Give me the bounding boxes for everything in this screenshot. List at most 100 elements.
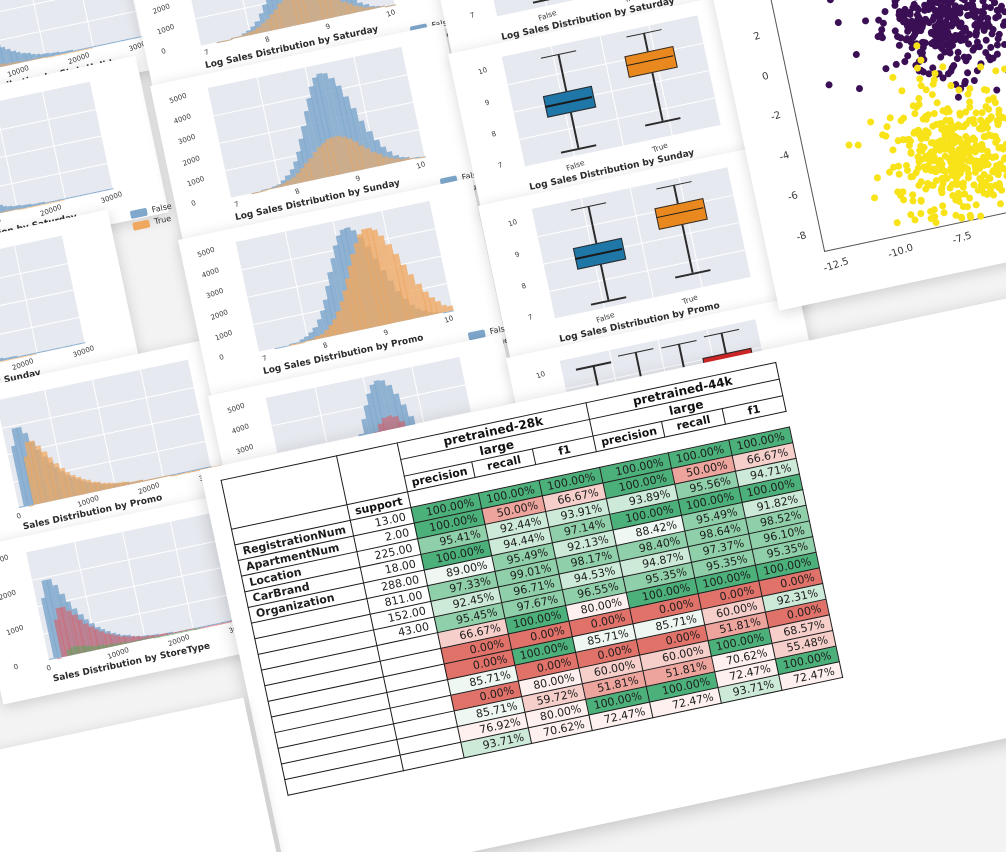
scatter-point (991, 98, 999, 106)
y-tick-label: 4000 (231, 422, 250, 436)
x-tick-label: 10 (443, 314, 454, 325)
hist-bar (86, 342, 91, 343)
y-tick-label: 10 (535, 370, 546, 381)
scatter-point (989, 191, 997, 199)
y-tick-label: -6 (787, 190, 800, 204)
scatter-point (938, 189, 946, 197)
scatter-point-outlier (929, 80, 937, 88)
x-tick-label: 30000 (100, 190, 124, 205)
hist-bar (231, 196, 237, 197)
scatter-point (873, 173, 881, 181)
scatter-point (880, 19, 888, 27)
scatter-point-outlier (898, 87, 906, 95)
gridline-v (22, 0, 46, 58)
scatter-point (899, 135, 907, 143)
scatter-point (955, 86, 963, 94)
x-tick-label: 10 (385, 8, 396, 19)
scatter-point (904, 52, 912, 60)
scatter-point (845, 141, 853, 149)
scatter-point (980, 27, 988, 35)
scatter-axes (768, 0, 1006, 252)
scatter-point (963, 203, 971, 211)
plot-legend: FalseTrue (129, 201, 175, 230)
scatter-point (889, 163, 897, 171)
y-tick-label: 8 (490, 130, 497, 139)
y-tick-label: 0 (160, 47, 167, 56)
collage-canvas: 0200040000100002000030000Sales Distribut… (0, 0, 1006, 852)
scatter-point (964, 90, 972, 98)
scatter-point (1002, 172, 1006, 180)
scatter-point (929, 90, 937, 98)
gridline-h (0, 162, 107, 204)
y-tick-label: 0 (13, 663, 20, 672)
scatter-point (921, 38, 929, 46)
gridline-h (0, 10, 135, 52)
scatter-point (976, 212, 984, 220)
scatter-point (917, 210, 925, 218)
x-tick-label: -10.0 (887, 242, 915, 260)
x-tick-label: 0 (15, 512, 22, 521)
plot-axes (502, 15, 721, 166)
x-tick-label: 9 (355, 174, 362, 183)
scatter-point (855, 84, 863, 92)
scatter-point (940, 208, 948, 216)
hist-bar (390, 4, 396, 5)
scatter-point (909, 191, 917, 199)
hist-bar (114, 188, 119, 189)
x-tick-label: 7 (233, 200, 240, 209)
x-tick-label: 10 (415, 160, 426, 171)
y-tick-label: 3000 (205, 287, 224, 301)
x-tick-label: 0 (45, 664, 52, 673)
y-tick-label: 1000 (5, 624, 24, 638)
scatter-point (955, 93, 963, 101)
x-tick-label: 9 (325, 22, 332, 31)
x-tick-label: -12.5 (822, 256, 850, 274)
scatter-point (949, 61, 957, 69)
y-tick-label: 7 (497, 161, 504, 170)
scatter-point (883, 122, 891, 130)
scatter-point (862, 17, 870, 25)
y-tick-label: 3000 (0, 553, 10, 567)
plot-axes (178, 0, 395, 46)
x-tick-label: 7 (261, 354, 268, 363)
boxplot-box (624, 46, 678, 78)
scatter-point (825, 81, 833, 89)
y-tick-label: -4 (778, 150, 791, 164)
scatter-point (970, 77, 978, 85)
x-tick-label: 8 (322, 341, 329, 350)
y-tick-label: 3000 (235, 443, 254, 457)
scatter-point (1000, 40, 1006, 48)
y-tick-label: 7 (469, 11, 476, 20)
y-tick-label: 0 (218, 353, 225, 362)
boxplot-box (654, 198, 708, 230)
y-tick-label: 9 (514, 250, 521, 259)
y-tick-label: 1000 (214, 329, 233, 343)
y-tick-label: 0 (761, 71, 770, 83)
legend-swatch (130, 207, 148, 218)
scatter-point (852, 51, 860, 59)
plot-axes (26, 512, 241, 660)
scatter-point (915, 181, 923, 189)
scatter-point (983, 86, 991, 94)
scatter-point (826, 0, 834, 4)
y-tick-label: 1000 (156, 23, 175, 37)
plot-axes (532, 167, 751, 318)
scatter-point (1002, 115, 1006, 123)
scatter-point (900, 196, 908, 204)
scatter-point (909, 197, 917, 205)
y-tick-label: 2000 (182, 154, 201, 168)
plot-axes (0, 236, 85, 384)
plot-axes (236, 201, 453, 352)
plot-axes (208, 47, 425, 198)
x-tick-label: True (681, 293, 699, 307)
boxplot-cap (533, 0, 569, 3)
y-tick-label: 1000 (186, 175, 205, 189)
gridline-h (32, 539, 224, 581)
scatter-point (867, 118, 875, 126)
scatter-point (893, 219, 901, 227)
scatter-point (1001, 65, 1006, 73)
x-tick-label: -7.5 (951, 230, 973, 246)
scatter-point (917, 146, 925, 154)
scatter-point (895, 41, 903, 49)
scatter-point (854, 141, 862, 149)
